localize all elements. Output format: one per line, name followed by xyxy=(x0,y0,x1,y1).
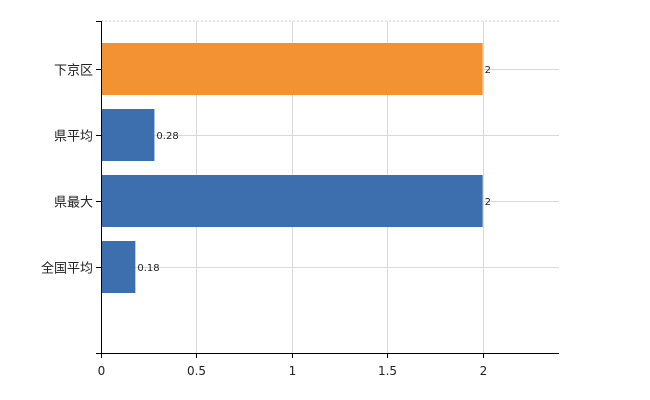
bar xyxy=(101,43,483,95)
bar-value-label: 2 xyxy=(485,65,491,76)
category-label: 県最大 xyxy=(54,196,93,211)
bars xyxy=(101,43,483,293)
x-tick-label: 2 xyxy=(480,364,488,378)
bar xyxy=(101,175,483,227)
bar xyxy=(101,109,155,161)
x-tick-label: 0.5 xyxy=(187,364,206,378)
category-label: 県平均 xyxy=(54,130,93,145)
bar-value-label: 0.18 xyxy=(137,263,159,274)
x-tick-label: 0 xyxy=(98,364,106,378)
x-tick-label: 1.5 xyxy=(378,364,397,378)
category-label: 全国平均 xyxy=(41,261,93,277)
x-tick-label: 1 xyxy=(289,364,297,378)
bar-value-label: 0.28 xyxy=(156,131,178,142)
axes xyxy=(96,21,559,358)
bar xyxy=(101,241,136,293)
bar-value-label: 2 xyxy=(485,197,491,208)
category-label: 下京区 xyxy=(54,64,93,79)
